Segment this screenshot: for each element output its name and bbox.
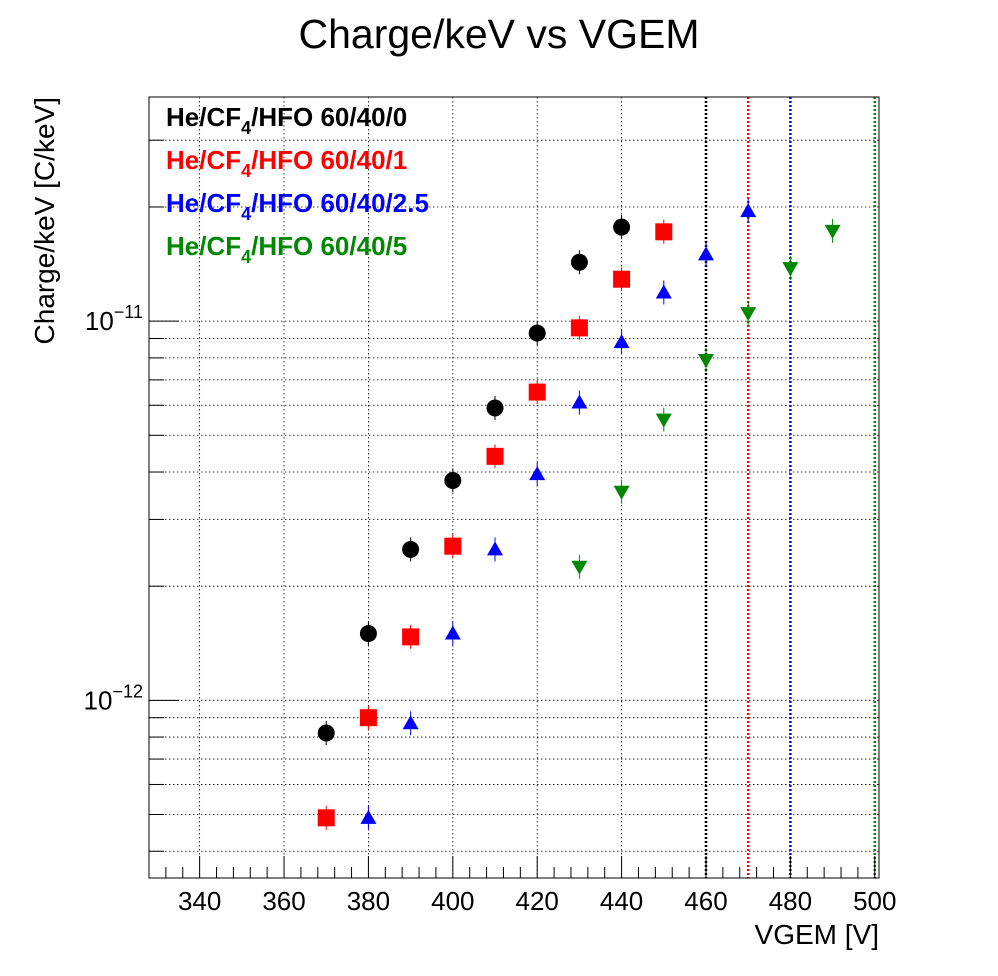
x-tick-label: 360 — [262, 886, 305, 916]
legend-subscript: 4 — [241, 161, 251, 181]
data-point — [613, 334, 630, 349]
data-point — [317, 724, 335, 742]
data-point — [655, 413, 672, 428]
y-tick-exponent: −12 — [112, 681, 143, 701]
data-point — [359, 709, 377, 727]
data-point — [528, 324, 546, 342]
data-point — [697, 246, 714, 261]
legend-entry: He/CF4/HFO 60/40/5 — [166, 231, 407, 267]
data-point — [402, 715, 419, 730]
data-point — [570, 319, 588, 337]
x-tick-label: 340 — [178, 886, 221, 916]
data-point — [655, 284, 672, 299]
data-point — [487, 541, 504, 556]
legend-text: He/CF — [166, 188, 241, 218]
legend-subscript: 4 — [241, 204, 251, 224]
legend-text: He/CF — [166, 102, 241, 132]
x-tick-label: 420 — [516, 886, 559, 916]
data-point — [571, 394, 588, 409]
data-point — [824, 224, 841, 239]
data-point — [570, 253, 588, 271]
data-point — [613, 270, 631, 288]
data-point — [740, 203, 757, 218]
y-tick-base: 10 — [84, 685, 113, 715]
legend-entry: He/CF4/HFO 60/40/2.5 — [166, 188, 429, 224]
data-point — [613, 485, 630, 500]
data-point — [528, 383, 546, 401]
legend-entry: He/CF4/HFO 60/40/0 — [166, 102, 407, 138]
legend-text: /HFO 60/40/5 — [251, 231, 407, 261]
y-tick-base: 10 — [85, 306, 114, 336]
x-axis-label: VGEM [V] — [755, 919, 879, 950]
x-tick-label: 380 — [347, 886, 390, 916]
y-tick-label: 10−11 — [85, 302, 143, 336]
axis-ticks — [148, 139, 876, 878]
plot-frame — [148, 96, 880, 879]
data-point — [402, 540, 420, 558]
y-tick-exponent: −11 — [114, 302, 143, 322]
y-axis-label: Charge/keV [C/keV] — [29, 97, 60, 344]
legend-text: /HFO 60/40/1 — [251, 145, 407, 175]
data-point — [486, 447, 504, 465]
data-point — [613, 218, 631, 236]
chart-title: Charge/keV vs VGEM — [298, 11, 699, 57]
reference-lines — [704, 97, 877, 878]
data-point — [444, 625, 461, 640]
data-point — [486, 399, 504, 417]
x-tick-label: 480 — [769, 886, 812, 916]
data-point — [360, 809, 377, 824]
y-tick-label: 10−12 — [84, 681, 143, 715]
data-point — [697, 353, 714, 368]
legend: He/CF4/HFO 60/40/0He/CF4/HFO 60/40/1He/C… — [166, 102, 429, 267]
legend-entry: He/CF4/HFO 60/40/1 — [166, 145, 407, 181]
data-point — [782, 262, 799, 277]
data-point — [444, 537, 462, 555]
x-tick-label: 460 — [684, 886, 727, 916]
legend-text: He/CF — [166, 231, 241, 261]
data-point — [529, 466, 546, 481]
data-point — [655, 223, 673, 241]
x-tick-label: 500 — [853, 886, 896, 916]
legend-subscript: 4 — [241, 247, 251, 267]
x-tick-label: 400 — [431, 886, 474, 916]
legend-subscript: 4 — [241, 118, 251, 138]
data-point — [317, 809, 335, 827]
data-point — [571, 560, 588, 575]
data-point — [359, 625, 377, 643]
legend-text: /HFO 60/40/0 — [251, 102, 407, 132]
legend-text: /HFO 60/40/2.5 — [251, 188, 429, 218]
data-points — [317, 199, 841, 830]
data-point — [444, 471, 462, 489]
legend-text: He/CF — [166, 145, 241, 175]
grid — [149, 97, 879, 878]
data-point — [740, 307, 757, 322]
x-tick-label: 440 — [600, 886, 643, 916]
data-point — [402, 628, 420, 646]
